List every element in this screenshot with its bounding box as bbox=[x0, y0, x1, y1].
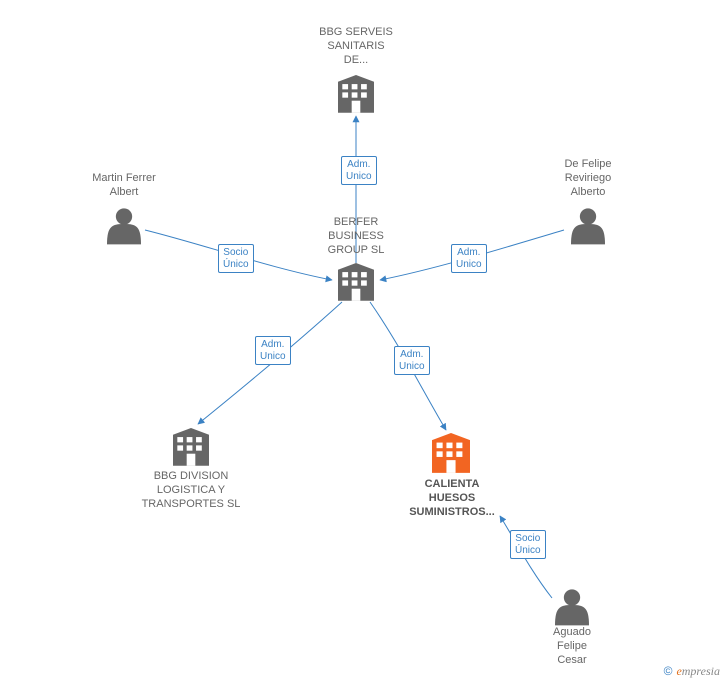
company-icon-bbg_div[interactable] bbox=[173, 428, 209, 466]
node-label-calienta[interactable]: CALIENTA HUESOS SUMINISTROS... bbox=[400, 478, 504, 519]
edge-label-e_center_top: Adm. Unico bbox=[341, 156, 377, 185]
node-label-berfer[interactable]: BERFER BUSINESS GROUP SL bbox=[326, 216, 386, 257]
edge-label-e_center_br: Adm. Unico bbox=[394, 346, 430, 375]
person-icon-martin[interactable] bbox=[107, 208, 141, 244]
node-label-defelipe[interactable]: De Felipe Reviriego Alberto bbox=[552, 158, 624, 199]
edge-label-e_center_bl: Adm. Unico bbox=[255, 336, 291, 365]
watermark-text: mpresia bbox=[682, 664, 720, 678]
node-label-martin[interactable]: Martin Ferrer Albert bbox=[84, 172, 164, 200]
company-icon-calienta[interactable] bbox=[432, 433, 470, 473]
edge-label-e_aguado_calienta: Socio Único bbox=[510, 530, 546, 559]
watermark: ©empresia bbox=[664, 664, 720, 679]
edge-label-e_right_center: Adm. Unico bbox=[451, 244, 487, 273]
node-label-bbg_div[interactable]: BBG DIVISION LOGISTICA Y TRANSPORTES SL bbox=[128, 470, 254, 511]
company-icon-bbg_serveis[interactable] bbox=[338, 75, 374, 113]
node-label-bbg_serveis[interactable]: BBG SERVEIS SANITARIS DE... bbox=[316, 26, 396, 67]
person-icon-aguado[interactable] bbox=[555, 589, 589, 625]
person-icon-defelipe[interactable] bbox=[571, 208, 605, 244]
edge-label-e_left_center: Socio Único bbox=[218, 244, 254, 273]
node-label-aguado[interactable]: Aguado Felipe Cesar bbox=[540, 626, 604, 667]
company-icon-berfer[interactable] bbox=[338, 263, 374, 301]
diagram-svg bbox=[0, 0, 728, 685]
copyright-symbol: © bbox=[664, 664, 673, 678]
